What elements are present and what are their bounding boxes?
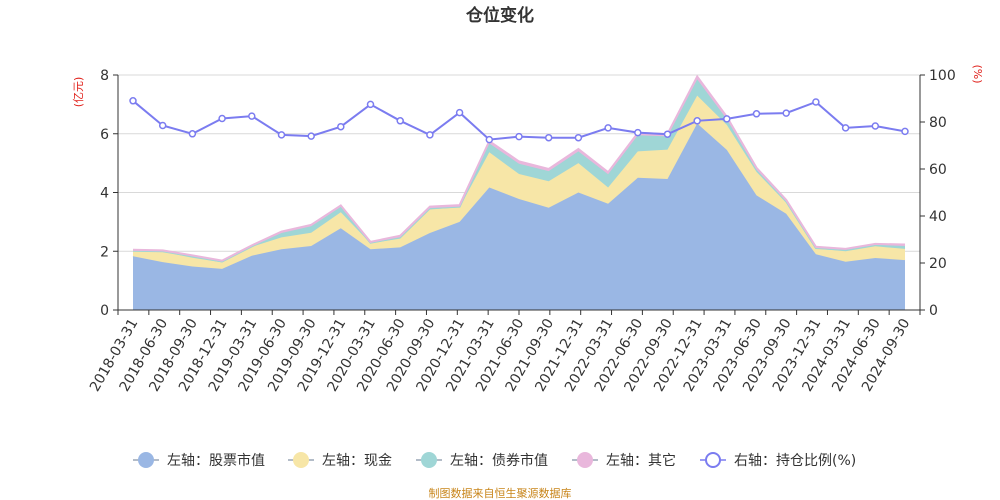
- ratio-point: [693, 117, 701, 125]
- stacked-areas: [132, 74, 906, 310]
- legend-label: 左轴：股票市值: [167, 452, 265, 469]
- legend: 左轴：股票市值 左轴：现金 左轴：债券市值 左轴：其它 右轴：持仓比例(%): [133, 452, 856, 469]
- right-tick-label: 100: [929, 68, 956, 84]
- legend-marker: [577, 452, 593, 468]
- right-tick-label: 60: [929, 162, 947, 178]
- ratio-point: [723, 115, 731, 123]
- ratio-point: [307, 132, 315, 140]
- ratio-point: [782, 109, 790, 117]
- right-tick-label: 80: [929, 115, 947, 131]
- ratio-point: [337, 122, 345, 131]
- legend-item-4[interactable]: 左轴：其它: [572, 452, 676, 469]
- left-tick-label: 6: [100, 127, 109, 143]
- legend-label: 左轴：现金: [322, 453, 392, 469]
- ratio-point: [812, 98, 820, 106]
- right-tick-label: 20: [929, 256, 947, 272]
- area-series-2: [133, 95, 905, 269]
- ratio-point: [188, 130, 197, 138]
- left-tick-label: 8: [100, 68, 109, 84]
- ratio-point: [366, 100, 375, 109]
- ratio-point: [218, 114, 226, 123]
- area-edge-4: [132, 74, 906, 262]
- left-tick-label: 2: [100, 244, 109, 260]
- left-tick-label: 0: [100, 303, 109, 319]
- ratio-point: [426, 131, 434, 139]
- legend-marker: [138, 452, 154, 468]
- ratio-point: [396, 117, 404, 125]
- ratio-point: [663, 130, 672, 138]
- ratio-point: [604, 124, 612, 132]
- ratio-point: [841, 124, 850, 132]
- area-series-1: [133, 123, 905, 310]
- ratio-point: [574, 133, 583, 142]
- legend-label: 右轴：持仓比例(%): [734, 453, 856, 469]
- ratio-point: [752, 110, 761, 118]
- ratio-point: [277, 131, 286, 139]
- legend-label: 左轴：其它: [606, 452, 676, 469]
- left-axis-unit: (亿元): [72, 77, 85, 108]
- ratio-point: [544, 133, 553, 142]
- legend-item-2[interactable]: 左轴：现金: [288, 452, 392, 469]
- right-axis-unit: (%): [971, 64, 984, 83]
- legend-marker: [293, 452, 309, 468]
- ratio-point: [515, 132, 523, 141]
- legend-marker: [421, 452, 437, 468]
- ratio-point: [871, 122, 880, 130]
- source-note: 制图数据来自恒生聚源数据库: [429, 486, 572, 500]
- left-tick-label: 4: [100, 186, 109, 202]
- ratio-point: [129, 97, 137, 105]
- ratio-point: [485, 135, 494, 144]
- ratio-point: [248, 112, 256, 120]
- legend-item-3[interactable]: 左轴：债券市值: [416, 452, 548, 469]
- ratio-point: [158, 121, 167, 130]
- right-tick-label: 40: [929, 209, 947, 225]
- holding-ratio-line: [129, 97, 909, 144]
- ratio-point: [634, 128, 642, 137]
- right-tick-label: 0: [929, 303, 938, 319]
- ratio-point: [455, 108, 464, 117]
- chart-title: 仓位变化: [465, 5, 534, 26]
- legend-item-1[interactable]: 左轴：股票市值: [133, 452, 265, 469]
- ratio-point: [901, 127, 909, 136]
- legend-item-5[interactable]: 右轴：持仓比例(%): [700, 452, 856, 469]
- legend-marker: [705, 452, 721, 468]
- legend-label: 左轴：债券市值: [450, 452, 548, 469]
